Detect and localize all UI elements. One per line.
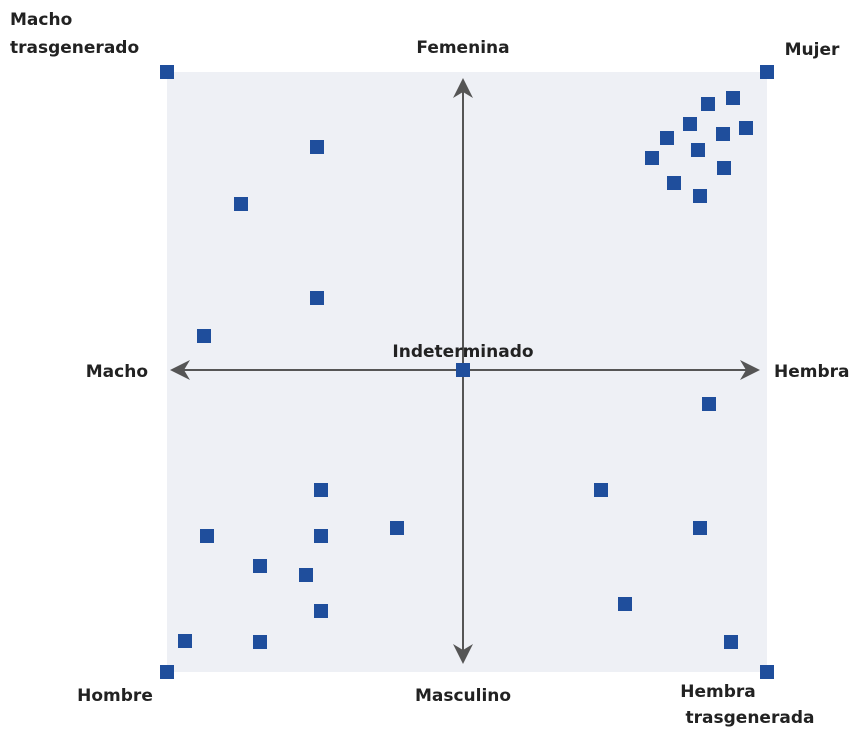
point xyxy=(660,131,674,145)
point xyxy=(314,604,328,618)
point xyxy=(618,597,632,611)
point xyxy=(701,97,715,111)
label: Macho xyxy=(10,10,72,30)
point xyxy=(691,143,705,157)
label: Femenina xyxy=(416,38,509,58)
point xyxy=(693,521,707,535)
point xyxy=(253,559,267,573)
point xyxy=(683,117,697,131)
point xyxy=(716,127,730,141)
label: trasgenerada xyxy=(686,708,815,728)
point xyxy=(310,291,324,305)
point xyxy=(456,363,470,377)
label: Indeterminado xyxy=(392,342,533,362)
point xyxy=(314,483,328,497)
point xyxy=(310,140,324,154)
point xyxy=(253,635,267,649)
point xyxy=(726,91,740,105)
point xyxy=(594,483,608,497)
point xyxy=(739,121,753,135)
point xyxy=(717,161,731,175)
point xyxy=(200,529,214,543)
point xyxy=(178,634,192,648)
point xyxy=(197,329,211,343)
point xyxy=(693,189,707,203)
label: Mujer xyxy=(785,40,840,60)
point xyxy=(667,176,681,190)
label: Macho xyxy=(86,362,148,382)
label: Hembra xyxy=(680,682,756,702)
point xyxy=(234,197,248,211)
point xyxy=(645,151,659,165)
point xyxy=(760,65,774,79)
point xyxy=(160,65,174,79)
point xyxy=(702,397,716,411)
points xyxy=(160,65,774,679)
point xyxy=(314,529,328,543)
point xyxy=(760,665,774,679)
label: Hembra xyxy=(774,362,850,382)
point xyxy=(724,635,738,649)
label: Hombre xyxy=(77,686,153,706)
point xyxy=(299,568,313,582)
point xyxy=(160,665,174,679)
label: Masculino xyxy=(415,686,511,706)
point xyxy=(390,521,404,535)
label: trasgenerado xyxy=(10,38,139,58)
